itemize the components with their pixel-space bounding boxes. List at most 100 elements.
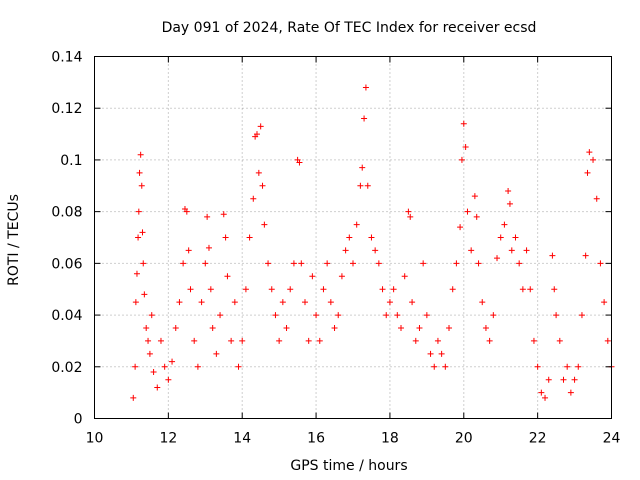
data-point bbox=[235, 363, 242, 370]
data-point bbox=[601, 299, 608, 306]
data-point bbox=[132, 363, 139, 370]
data-point bbox=[346, 234, 353, 241]
data-point bbox=[394, 312, 401, 319]
data-point bbox=[412, 337, 419, 344]
data-point bbox=[191, 337, 198, 344]
x-tick-label: 20 bbox=[455, 431, 473, 447]
data-point bbox=[130, 394, 137, 401]
data-point bbox=[553, 312, 560, 319]
data-point bbox=[446, 325, 453, 331]
data-point bbox=[342, 247, 349, 254]
data-point bbox=[427, 350, 434, 357]
x-tick-label: 24 bbox=[603, 431, 621, 447]
data-point bbox=[148, 312, 155, 319]
data-point bbox=[198, 299, 205, 306]
data-point bbox=[176, 299, 183, 306]
data-point bbox=[505, 187, 512, 194]
data-point bbox=[372, 247, 379, 254]
grid-lines bbox=[94, 56, 612, 419]
data-point bbox=[519, 286, 526, 293]
y-tick-label: 0.14 bbox=[51, 50, 82, 66]
data-point bbox=[135, 208, 142, 215]
data-point bbox=[551, 286, 558, 293]
data-point bbox=[324, 260, 331, 267]
data-point bbox=[584, 169, 591, 176]
data-point bbox=[564, 363, 571, 370]
data-point bbox=[279, 299, 286, 306]
plot-frame bbox=[94, 56, 612, 419]
data-point bbox=[239, 337, 246, 344]
data-point bbox=[133, 270, 140, 277]
data-point bbox=[268, 286, 275, 293]
data-point bbox=[287, 286, 294, 293]
data-point bbox=[506, 200, 513, 207]
data-points bbox=[130, 84, 615, 401]
data-point bbox=[379, 286, 386, 293]
x-axis-label: GPS time / hours bbox=[290, 458, 407, 474]
data-point bbox=[305, 337, 312, 344]
x-tick-label: 14 bbox=[233, 431, 251, 447]
x-tick-label: 12 bbox=[159, 431, 177, 447]
data-point bbox=[434, 337, 441, 344]
data-point bbox=[405, 208, 412, 215]
data-point bbox=[205, 244, 212, 251]
data-point bbox=[138, 182, 145, 189]
data-point bbox=[523, 247, 530, 254]
data-point bbox=[137, 151, 144, 158]
data-point bbox=[338, 273, 345, 280]
y-axis-label: ROTI / TECUs bbox=[6, 194, 22, 286]
data-point bbox=[161, 363, 168, 370]
data-point bbox=[145, 337, 152, 344]
data-point bbox=[169, 358, 176, 365]
data-point bbox=[265, 260, 272, 267]
data-point bbox=[512, 234, 519, 241]
y-tick-label: 0 bbox=[74, 412, 83, 428]
data-point bbox=[157, 337, 164, 344]
data-point bbox=[359, 164, 366, 171]
x-tick-label: 22 bbox=[529, 431, 547, 447]
data-point bbox=[497, 234, 504, 241]
data-point bbox=[494, 255, 501, 262]
data-point bbox=[150, 368, 157, 375]
data-point bbox=[416, 325, 423, 331]
data-point bbox=[401, 273, 408, 280]
axis-ticks bbox=[94, 56, 612, 419]
data-point bbox=[560, 376, 567, 383]
data-point bbox=[350, 260, 356, 267]
data-point bbox=[593, 195, 600, 202]
y-tick-label: 0.1 bbox=[60, 153, 82, 169]
data-point bbox=[207, 286, 214, 293]
data-point bbox=[508, 247, 515, 254]
data-point bbox=[398, 325, 405, 331]
data-point bbox=[362, 84, 369, 91]
data-point bbox=[486, 337, 493, 344]
data-point bbox=[534, 363, 541, 370]
data-point bbox=[204, 213, 211, 220]
data-point bbox=[571, 376, 578, 383]
data-point bbox=[453, 260, 460, 267]
data-point bbox=[479, 299, 486, 306]
data-point bbox=[490, 312, 497, 319]
data-point bbox=[246, 234, 253, 241]
data-point bbox=[301, 299, 308, 306]
data-point bbox=[220, 211, 227, 218]
data-point bbox=[468, 247, 475, 254]
y-tick-label: 0.02 bbox=[51, 360, 82, 376]
data-point bbox=[172, 325, 179, 331]
data-point bbox=[530, 337, 537, 344]
data-point bbox=[183, 208, 190, 215]
data-point bbox=[132, 299, 139, 306]
data-point bbox=[320, 286, 327, 293]
x-tick-labels: 10 12 14 16 18 20 22 24 bbox=[86, 431, 621, 447]
data-point bbox=[375, 260, 382, 267]
data-point bbox=[383, 312, 390, 319]
data-point bbox=[538, 389, 545, 396]
data-point bbox=[556, 337, 563, 344]
data-point bbox=[316, 337, 323, 344]
data-point bbox=[361, 115, 368, 122]
data-point bbox=[407, 213, 414, 220]
y-tick-label: 0.04 bbox=[51, 308, 82, 324]
data-point bbox=[473, 213, 480, 220]
data-point bbox=[259, 182, 266, 189]
data-point bbox=[575, 363, 582, 370]
